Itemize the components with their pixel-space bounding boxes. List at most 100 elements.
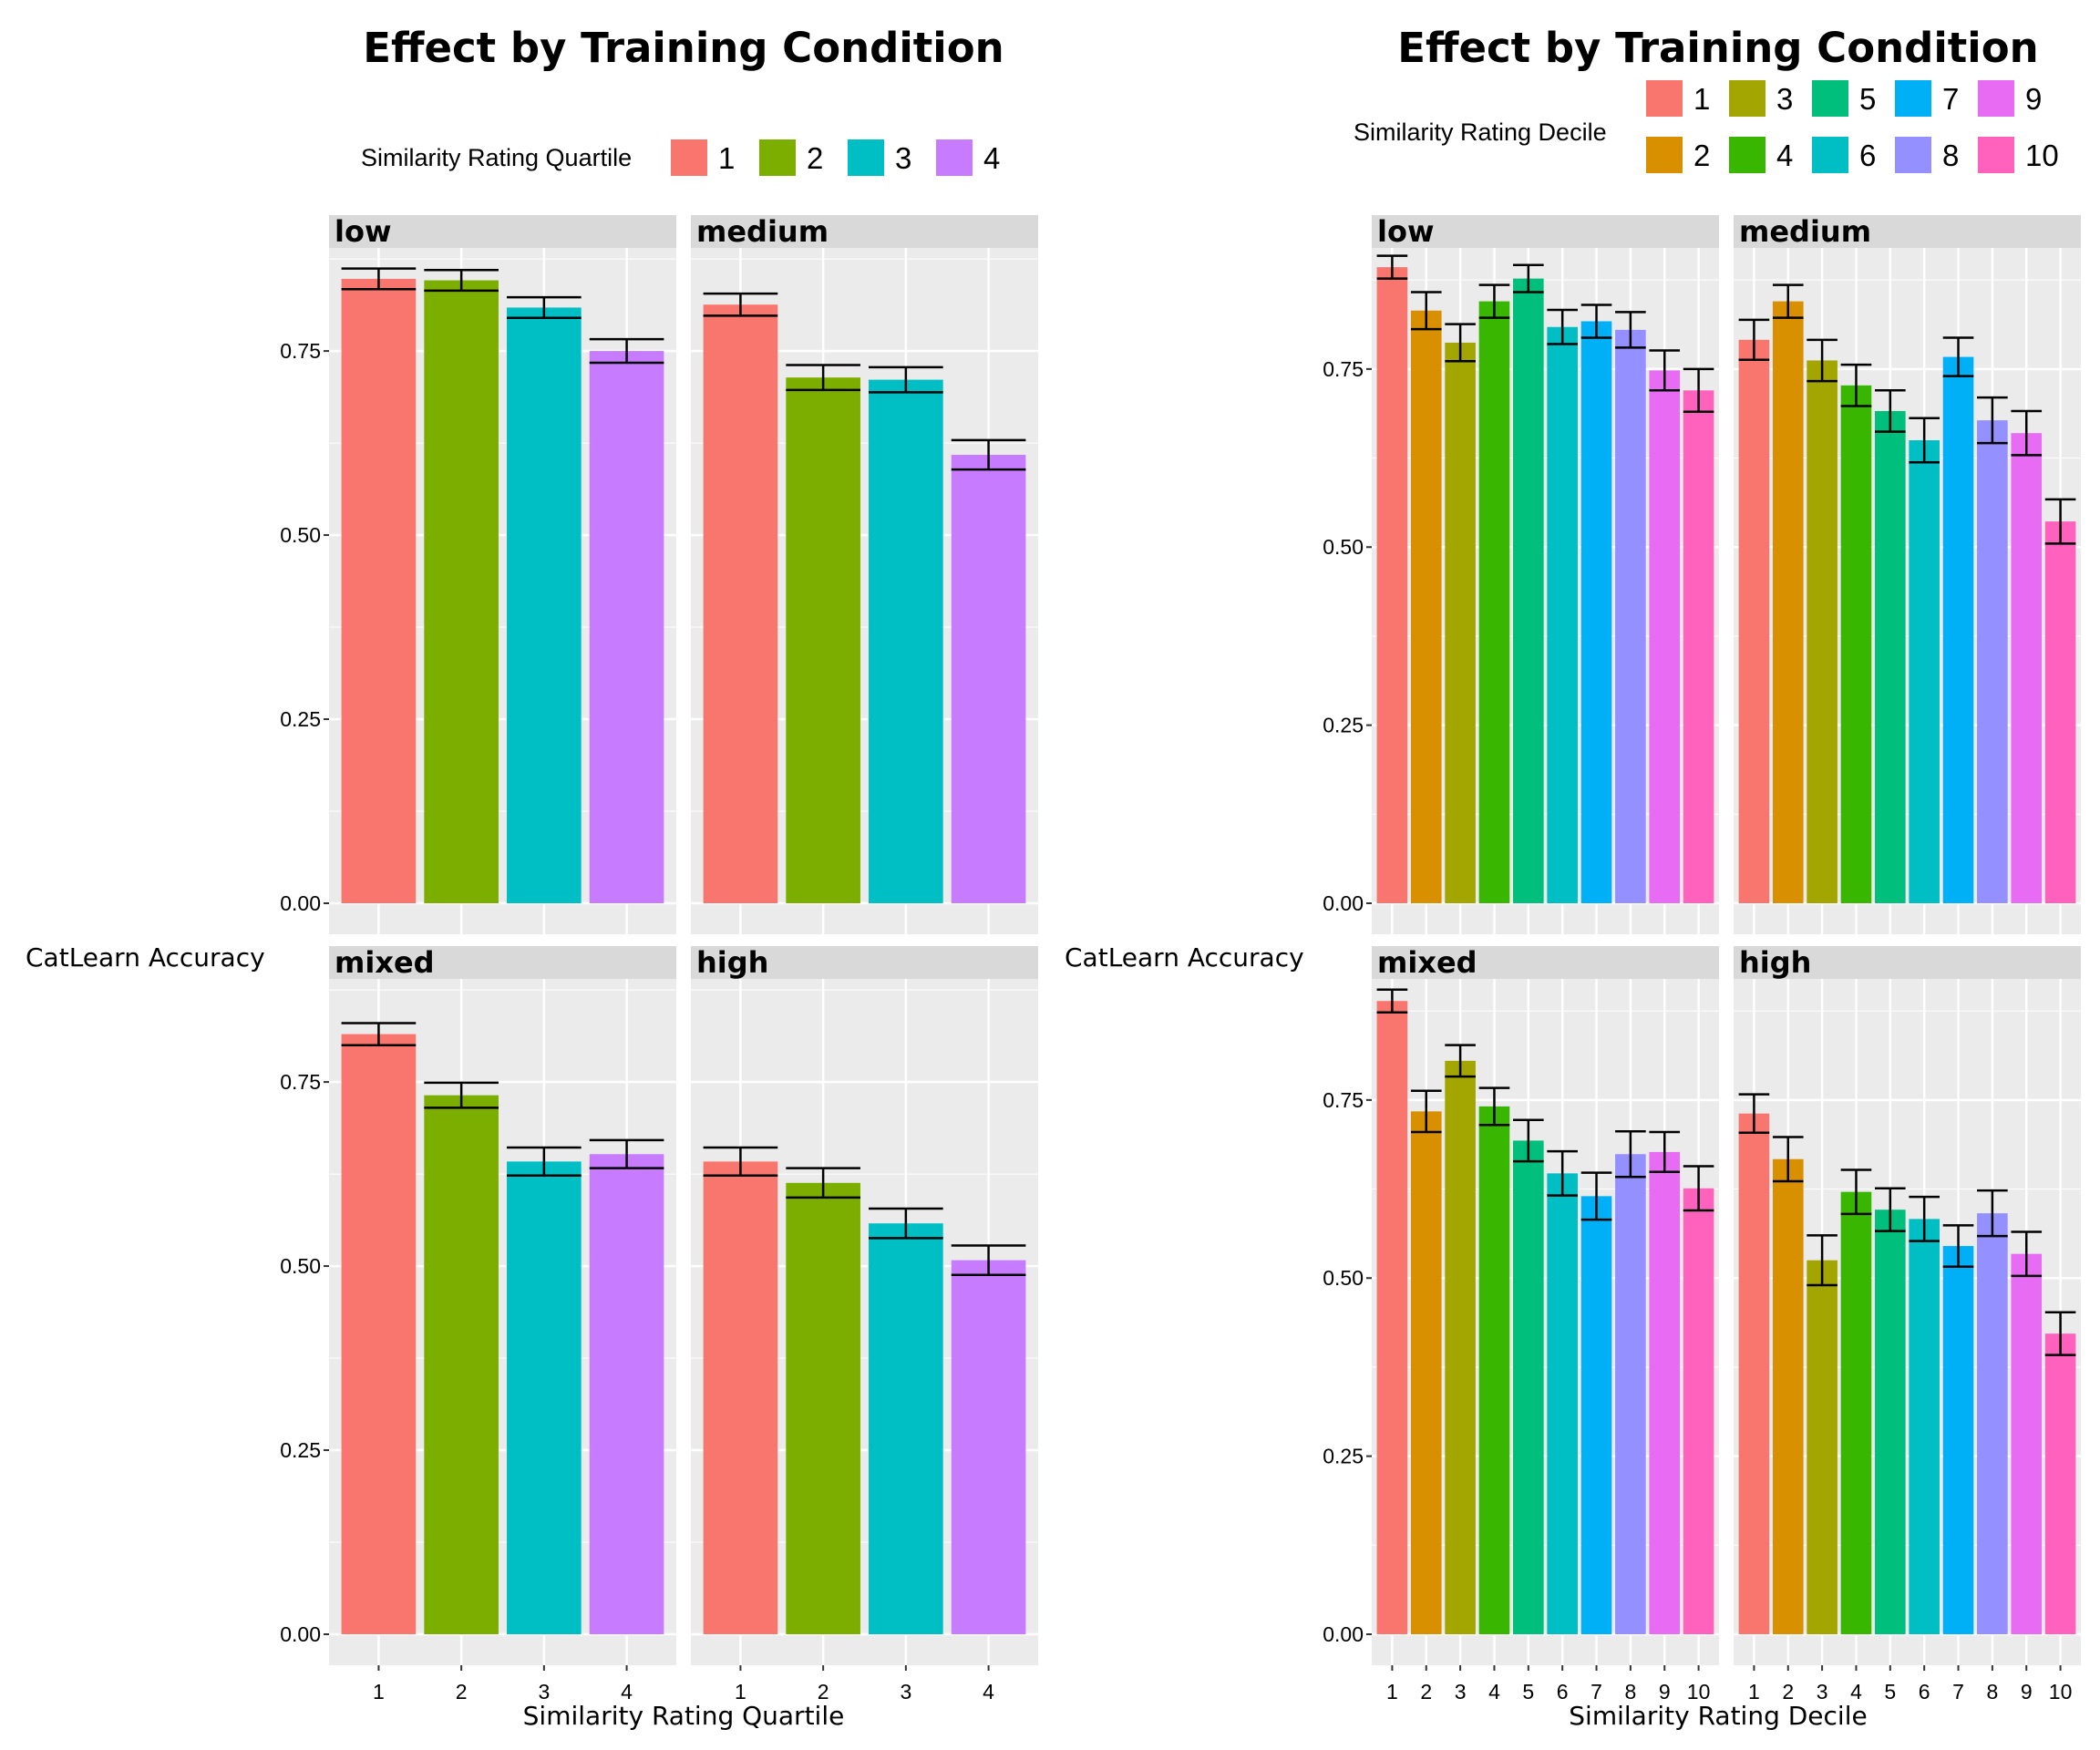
legend-label: 4 bbox=[983, 141, 1000, 175]
bar bbox=[951, 455, 1026, 903]
bar bbox=[2044, 521, 2076, 903]
legend-swatch bbox=[1895, 137, 1931, 173]
x-tick-label: 6 bbox=[1919, 1680, 1930, 1704]
facet-panel: low 0.00 0.25 0.50 0.75 bbox=[1323, 214, 1719, 934]
x-tick-label: 1 bbox=[373, 1680, 385, 1704]
facet-panels: low 0.00 0.25 0.50 0.75 medium mixed 0.00 0.25 0.… bbox=[1323, 214, 2081, 1704]
bar bbox=[1909, 440, 1940, 903]
x-tick-label: 3 bbox=[1455, 1680, 1467, 1704]
x-tick-label: 9 bbox=[1659, 1680, 1671, 1704]
y-tick-label: 0.00 bbox=[280, 891, 321, 915]
legend-label: 6 bbox=[1859, 139, 1876, 172]
bar bbox=[589, 1154, 664, 1634]
x-tick-label: 10 bbox=[2049, 1680, 2073, 1704]
bar bbox=[1683, 390, 1714, 904]
legend-swatch bbox=[1729, 80, 1765, 117]
legend-label: 3 bbox=[1776, 82, 1793, 116]
x-tick-label: 3 bbox=[1817, 1680, 1828, 1704]
quartile-chart: Effect by Training Condition Similarity … bbox=[26, 24, 1038, 1731]
bar bbox=[1683, 1188, 1714, 1634]
legend: 1 2 3 4 bbox=[671, 139, 1000, 176]
legend-label: 5 bbox=[1859, 82, 1876, 116]
facet-strip bbox=[691, 215, 1038, 248]
bar bbox=[507, 1161, 582, 1634]
x-tick-label: 5 bbox=[1522, 1680, 1534, 1704]
legend-swatch bbox=[936, 139, 973, 176]
x-tick-label: 1 bbox=[1748, 1680, 1760, 1704]
legend-label: 2 bbox=[1693, 139, 1710, 172]
facet-label: medium bbox=[696, 214, 829, 249]
facet-label: mixed bbox=[1377, 945, 1477, 980]
x-tick-label: 9 bbox=[2021, 1680, 2033, 1704]
facet-label: low bbox=[1377, 214, 1435, 249]
bar bbox=[1376, 1001, 1408, 1634]
y-tick-label: 0.75 bbox=[1323, 1088, 1364, 1112]
bar bbox=[2044, 1333, 2076, 1634]
y-axis-label: CatLearn Accuracy bbox=[26, 942, 265, 973]
bar bbox=[1840, 1191, 1872, 1634]
y-tick-label: 0.00 bbox=[1323, 1622, 1364, 1646]
facet-panel: high 1 2 3 4 5 6 7 8 9 10 bbox=[1734, 945, 2081, 1704]
bar bbox=[1875, 1210, 1906, 1634]
bar bbox=[1875, 410, 1906, 903]
bar bbox=[786, 377, 860, 903]
legend-swatch bbox=[1895, 80, 1931, 117]
y-tick-label: 0.75 bbox=[280, 1070, 321, 1094]
y-tick-label: 0.75 bbox=[1323, 357, 1364, 381]
bar bbox=[1478, 1106, 1510, 1634]
facet-strip bbox=[329, 215, 676, 248]
bar bbox=[589, 351, 664, 903]
bar bbox=[341, 1034, 417, 1634]
facet-label: high bbox=[1739, 945, 1811, 980]
bar bbox=[1649, 1151, 1681, 1634]
legend-swatch bbox=[1812, 80, 1848, 117]
bar bbox=[1513, 1140, 1544, 1634]
bar bbox=[341, 278, 417, 904]
x-tick-label: 1 bbox=[1386, 1680, 1398, 1704]
bar bbox=[424, 280, 499, 903]
bar bbox=[1738, 339, 1770, 904]
facet-panel: medium bbox=[1734, 214, 2081, 934]
legend-title: Similarity Rating Decile bbox=[1354, 118, 1607, 146]
facet-panel: mixed 0.00 0.25 0.50 0.75 1 2 3 4 5 6 7 8 9 10 bbox=[1323, 945, 1719, 1704]
bar bbox=[1410, 310, 1442, 903]
legend-label: 9 bbox=[2025, 82, 2042, 116]
legend-label: 1 bbox=[1693, 82, 1710, 116]
legend-label: 1 bbox=[718, 141, 735, 175]
legend-swatch bbox=[1978, 137, 2014, 173]
bar bbox=[1615, 329, 1646, 903]
bar bbox=[1547, 1173, 1578, 1634]
bar bbox=[1977, 420, 2008, 903]
bar bbox=[1478, 301, 1510, 903]
facet-strip bbox=[1734, 946, 2081, 979]
bar bbox=[1840, 385, 1872, 903]
facet-strip bbox=[1734, 215, 2081, 248]
bar bbox=[1580, 1196, 1612, 1634]
x-axis-label: Similarity Rating Quartile bbox=[523, 1701, 845, 1731]
bar bbox=[1649, 370, 1681, 903]
legend-label: 3 bbox=[895, 141, 911, 175]
x-tick-label: 5 bbox=[1884, 1680, 1896, 1704]
bar bbox=[951, 1260, 1026, 1634]
bar bbox=[1615, 1154, 1646, 1634]
bar bbox=[1738, 1113, 1770, 1634]
x-tick-label: 3 bbox=[900, 1680, 911, 1704]
x-tick-label: 7 bbox=[1590, 1680, 1602, 1704]
y-tick-label: 0.75 bbox=[280, 339, 321, 363]
bar bbox=[1772, 1158, 1804, 1634]
bar bbox=[703, 304, 778, 903]
x-tick-label: 7 bbox=[1952, 1680, 1964, 1704]
y-tick-label: 0.25 bbox=[1323, 1445, 1364, 1468]
bar bbox=[1807, 360, 1838, 903]
x-tick-label: 1 bbox=[735, 1680, 746, 1704]
facet-strip bbox=[1372, 946, 1719, 979]
legend-swatch bbox=[671, 139, 707, 176]
decile-chart: Effect by Training Condition Similarity … bbox=[1065, 24, 2081, 1731]
bar bbox=[2011, 433, 2043, 903]
bar bbox=[703, 1161, 778, 1634]
bar bbox=[1445, 342, 1476, 903]
x-tick-label: 4 bbox=[983, 1680, 994, 1704]
x-tick-label: 4 bbox=[621, 1680, 633, 1704]
facet-label: high bbox=[696, 945, 768, 980]
bar bbox=[1547, 326, 1578, 903]
